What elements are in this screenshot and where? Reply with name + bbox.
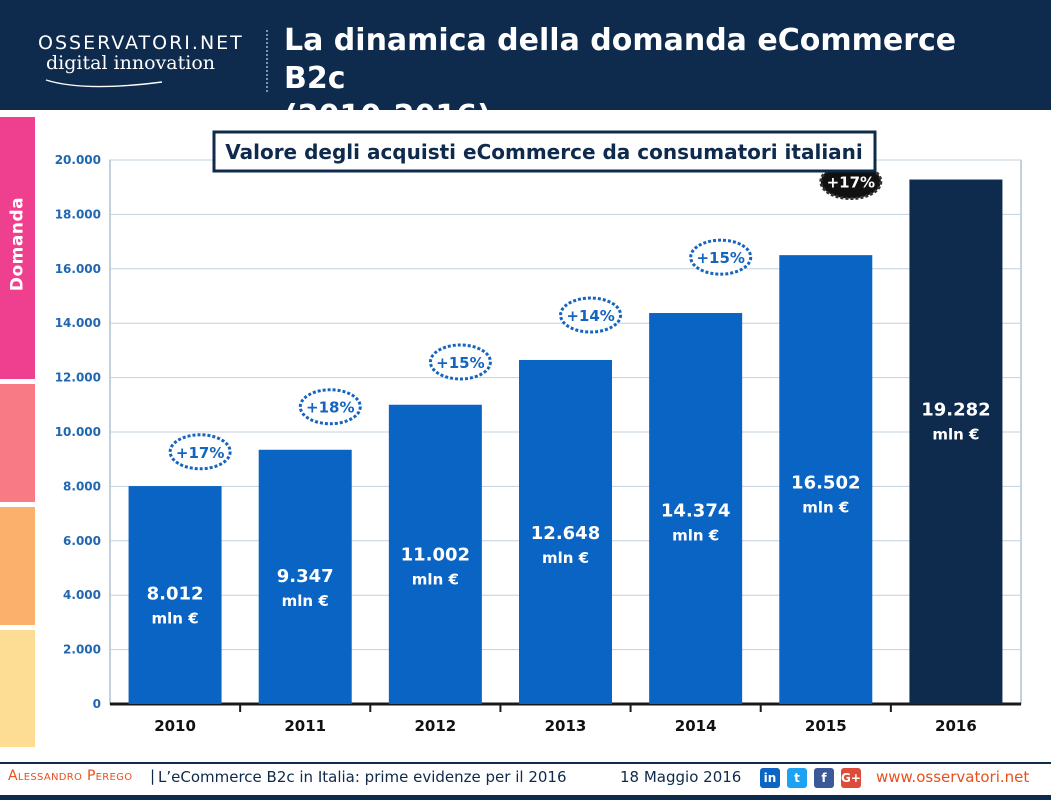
y-tick-label: 14.000 [55, 316, 101, 330]
bar-value-label: 11.002 [401, 544, 470, 565]
page-title-line2: (2010-2016) [284, 99, 491, 134]
growth-label: +17% [176, 444, 224, 462]
footer-rule [0, 762, 1051, 764]
y-tick-label: 20.000 [55, 153, 101, 167]
bar-unit-label: mln € [152, 609, 199, 627]
logo-wordmark: OSSERVATORI.NET [38, 32, 244, 54]
bar-2015 [779, 255, 873, 704]
x-tick-label: 2011 [284, 717, 326, 735]
twitter-icon[interactable]: t [787, 768, 807, 788]
bar-2014 [649, 313, 743, 704]
bar-value-label: 9.347 [277, 566, 334, 587]
side-segment-4 [0, 630, 35, 747]
bar-2012 [388, 404, 482, 704]
y-tick-label: 6.000 [63, 534, 101, 548]
bar-unit-label: mln € [802, 499, 849, 517]
y-tick-label: 4.000 [63, 588, 101, 602]
growth-label: +14% [566, 307, 614, 325]
growth-badge [428, 343, 492, 381]
footer-separator: | [150, 767, 156, 785]
growth-label: +15% [696, 249, 744, 267]
bar-unit-label: mln € [412, 570, 459, 588]
x-tick-label: 2015 [805, 717, 847, 735]
logo-swoosh-icon [45, 79, 163, 88]
growth-badge [689, 238, 753, 276]
osservatori-logo[interactable]: OSSERVATORI.NET digital innovation [38, 30, 248, 100]
growth-badge [298, 388, 362, 426]
x-tick-label: 2014 [675, 717, 717, 735]
side-segment-2 [0, 384, 35, 502]
googleplus-icon[interactable]: G+ [841, 768, 861, 788]
chart-title: Valore degli acquisti eCommerce da consu… [225, 140, 863, 164]
y-tick-label: 2.000 [63, 643, 101, 657]
growth-label: +18% [306, 399, 354, 417]
growth-label: +15% [436, 354, 484, 372]
bar-value-label: 16.502 [791, 473, 860, 494]
bar-value-label: 8.012 [147, 583, 204, 604]
bar-2011 [258, 449, 352, 704]
bar-2010 [128, 486, 222, 704]
bar-unit-label: mln € [542, 549, 589, 567]
bar-2013 [519, 359, 612, 704]
footer-date: 18 Maggio 2016 [620, 768, 742, 786]
linkedin-icon[interactable]: in [760, 768, 780, 788]
footer-url-link[interactable]: www.osservatori.net [876, 768, 1030, 786]
x-tick-label: 2013 [545, 717, 587, 735]
footer: Alessandro Perego | L’eCommerce B2c in I… [0, 760, 1051, 800]
growth-badge [559, 296, 623, 334]
page-title: La dinamica della domanda eCommerce B2c … [284, 22, 984, 136]
bar-2016 [909, 179, 1003, 704]
growth-label: +17% [827, 174, 875, 192]
y-tick-label: 0 [93, 697, 101, 711]
bar-value-label: 14.374 [661, 500, 730, 521]
x-tick-label: 2016 [935, 717, 977, 735]
side-segment-domanda [0, 117, 35, 379]
bar-value-label: 12.648 [531, 523, 600, 544]
header-divider [266, 30, 268, 92]
page-title-line1: La dinamica della domanda eCommerce B2c [284, 23, 957, 96]
bar-value-label: 19.282 [921, 400, 990, 421]
y-tick-label: 8.000 [63, 479, 101, 493]
y-tick-label: 10.000 [55, 425, 101, 439]
side-segment-3 [0, 507, 35, 625]
y-tick-label: 16.000 [55, 262, 101, 276]
facebook-icon[interactable]: f [814, 768, 834, 788]
chart-title-box [212, 130, 877, 173]
x-tick-label: 2012 [414, 717, 456, 735]
x-tick-label: 2010 [154, 717, 196, 735]
bar-unit-label: mln € [672, 526, 719, 544]
bar-unit-label: mln € [932, 426, 979, 444]
logo-tagline: digital innovation [46, 52, 215, 74]
footer-author: Alessandro Perego [8, 768, 133, 784]
footer-subtitle: L’eCommerce B2c in Italia: prime evidenz… [158, 768, 567, 786]
growth-badge [168, 433, 232, 471]
footer-bottom-bar [0, 795, 1051, 800]
bar-unit-label: mln € [282, 592, 329, 610]
header-bar: OSSERVATORI.NET digital innovation La di… [0, 0, 1051, 134]
y-tick-label: 18.000 [55, 207, 101, 221]
y-tick-label: 12.000 [55, 371, 101, 385]
